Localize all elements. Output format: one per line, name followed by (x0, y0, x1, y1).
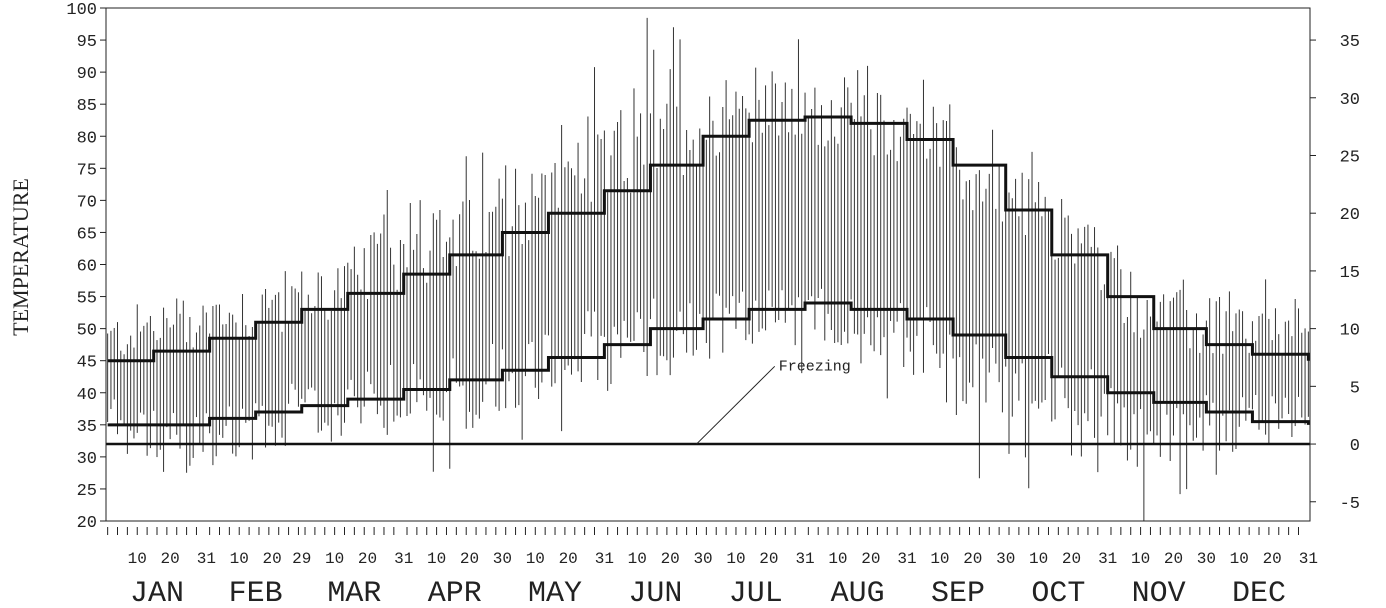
y-left-tick-label: 40 (77, 386, 97, 405)
y-right-tick-label: 20 (1340, 206, 1360, 225)
x-day-label: 20 (1062, 550, 1081, 568)
x-day-label: 10 (230, 550, 249, 568)
y-left-tick-label: 95 (77, 33, 97, 52)
month-label-may: MAY (528, 577, 582, 608)
y-left-tick-label: 90 (77, 65, 97, 84)
x-day-label: 31 (897, 550, 916, 568)
x-day-label: 10 (325, 550, 344, 568)
month-label-jan: JAN (130, 577, 184, 608)
axes (100, 7, 1316, 535)
y-right-tick-label: -5 (1340, 495, 1360, 514)
y-left-tick-label: 80 (77, 129, 97, 148)
month-label-aug: AUG (831, 577, 885, 608)
y-axis-title: TEMPERATURE (8, 178, 33, 336)
x-day-label: 30 (493, 550, 512, 568)
x-day-label: 10 (427, 550, 446, 568)
y-right-tick-label: 35 (1340, 33, 1360, 52)
x-day-label: 20 (161, 550, 180, 568)
y-left-tick-label: 85 (77, 97, 97, 116)
month-label-jul: JUL (729, 577, 783, 608)
month-label-nov: NOV (1132, 577, 1186, 608)
x-day-label: 31 (197, 550, 216, 568)
y-left-tick-label: 45 (77, 354, 97, 373)
x-day-label: 10 (526, 550, 545, 568)
x-day-label: 20 (861, 550, 880, 568)
y-left-tick-label: 25 (77, 482, 97, 501)
y-left-tick-label: 75 (77, 161, 97, 180)
x-day-label: 29 (292, 550, 311, 568)
y-right-tick-label: 5 (1350, 379, 1360, 398)
y-left-tick-label: 60 (77, 258, 97, 277)
x-day-label: 31 (1098, 550, 1117, 568)
x-day-label: 10 (628, 550, 647, 568)
normal-low-line (107, 301, 1310, 427)
month-label-feb: FEB (229, 577, 283, 608)
x-day-label: 20 (460, 550, 479, 568)
y-right-tick-label: 25 (1340, 148, 1360, 167)
normal-lines (106, 115, 1310, 446)
normal-high-line (107, 115, 1310, 363)
axis-labels: 20 25 30 35 40 45 50 55 60 65 70 75 80 85 90 95 100 -5 0 5 1… (66, 1, 1360, 608)
x-day-label: 30 (1197, 550, 1216, 568)
y-left-tick-label: 65 (77, 225, 97, 244)
x-day-label: 20 (759, 550, 778, 568)
x-day-label: 20 (559, 550, 578, 568)
x-day-label: 10 (930, 550, 949, 568)
x-day-label: 20 (358, 550, 377, 568)
month-label-oct: OCT (1031, 577, 1085, 608)
y-right-tick-label: 30 (1340, 91, 1360, 110)
x-day-label: 20 (1263, 550, 1282, 568)
y-left-tick-label: 20 (77, 514, 97, 533)
y-left-tick-label: 30 (77, 450, 97, 469)
month-label-dec: DEC (1232, 577, 1286, 608)
x-day-label: 31 (795, 550, 814, 568)
x-day-label: 20 (263, 550, 282, 568)
x-day-label: 10 (1230, 550, 1249, 568)
x-day-label: 10 (128, 550, 147, 568)
y-left-tick-label: 35 (77, 418, 97, 437)
x-day-label: 31 (1299, 550, 1318, 568)
freezing-annotation-leader (696, 365, 776, 445)
month-label-apr: APR (428, 577, 482, 608)
x-day-label: 31 (595, 550, 614, 568)
x-day-label: 10 (1029, 550, 1048, 568)
month-label-sep: SEP (931, 577, 985, 608)
y-left-tick-label: 50 (77, 322, 97, 341)
y-right-tick-label: 0 (1350, 437, 1360, 456)
month-label-mar: MAR (327, 577, 381, 608)
freezing-annotation-label: Freezing (779, 358, 851, 375)
y-left-tick-label: 100 (66, 1, 97, 20)
y-right-tick-label: 15 (1340, 264, 1360, 283)
x-day-label: 20 (661, 550, 680, 568)
y-left-tick-label: 55 (77, 290, 97, 309)
x-day-label: 20 (1164, 550, 1183, 568)
x-day-label: 30 (996, 550, 1015, 568)
month-label-jun: JUN (628, 577, 682, 608)
y-left-tick-label: 70 (77, 193, 97, 212)
daily-range-bars (107, 17, 1309, 521)
x-day-label: 10 (726, 550, 745, 568)
y-right-tick-label: 10 (1340, 322, 1360, 341)
x-day-label: 20 (963, 550, 982, 568)
x-day-label: 31 (394, 550, 413, 568)
x-day-label: 10 (828, 550, 847, 568)
x-day-label: 10 (1131, 550, 1150, 568)
x-day-label: 30 (693, 550, 712, 568)
